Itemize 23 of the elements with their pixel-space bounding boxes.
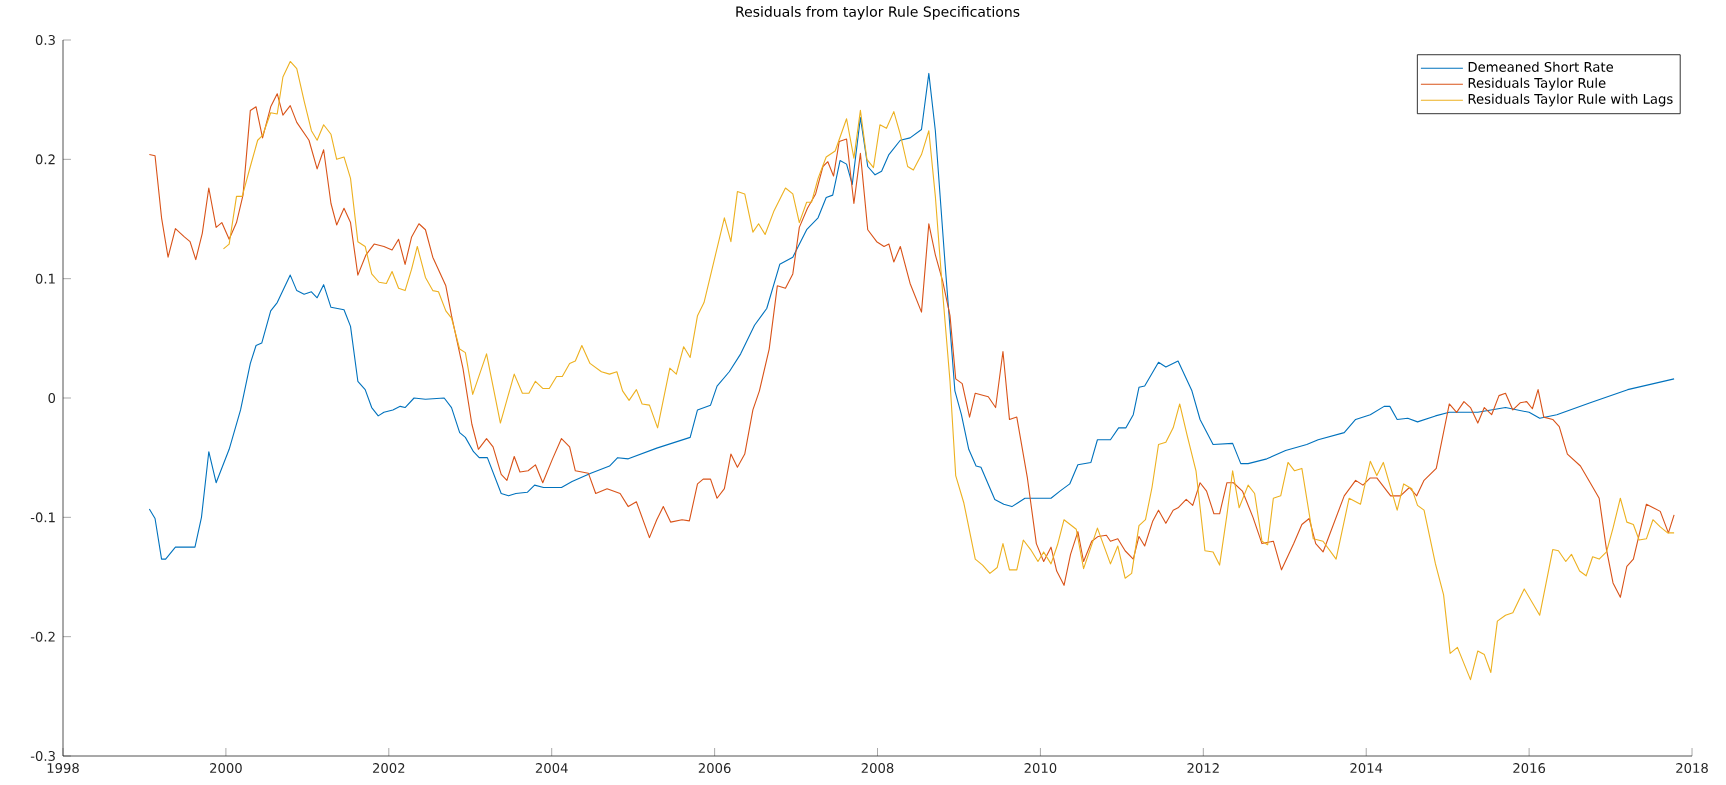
legend-label: Residuals Taylor Rule with Lags [1468,93,1673,107]
y-tick-label: -0.3 [30,751,55,761]
x-tick-label: 2016 [1513,763,1546,774]
y-tick-label: 0.1 [35,273,55,284]
x-tick-label: 2008 [861,763,894,774]
x-tick-label: 2004 [535,763,568,774]
x-tick-label: 2000 [210,763,242,774]
x-tick-label: 2002 [372,763,405,774]
x-tick-label: 1998 [47,763,79,774]
x-tick-label: 2006 [698,763,731,774]
legend-label: Residuals Taylor Rule [1468,77,1606,91]
y-tick-label: -0.1 [30,512,55,523]
y-tick-label: 0.3 [35,35,55,45]
x-tick-label: 2018 [1676,763,1708,774]
legend-label: Demeaned Short Rate [1468,61,1614,72]
line-series [222,60,1675,681]
chart-title: Residuals from taylor Rule Specifications [736,6,1020,20]
y-tick-label: -0.2 [30,631,55,642]
x-tick-label: 2014 [1350,763,1383,774]
x-tick-label: 2012 [1187,763,1219,774]
y-tick-label: 0.2 [35,154,55,165]
y-tick-label: 0 [48,393,56,403]
x-tick-label: 2010 [1024,763,1057,774]
